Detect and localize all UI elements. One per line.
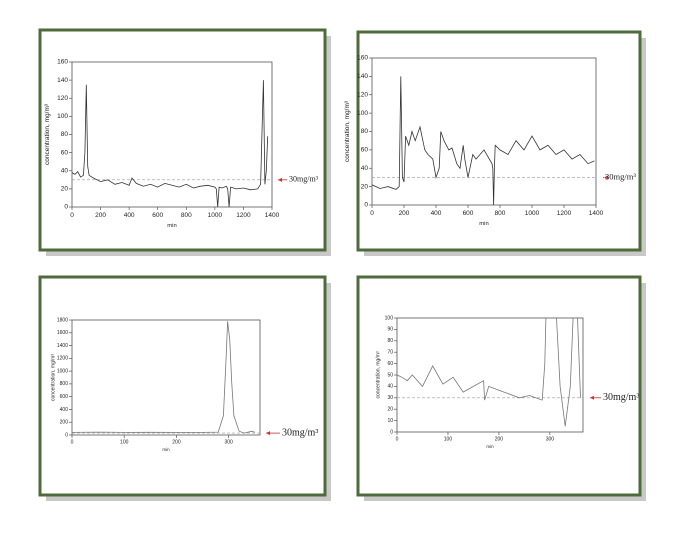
x-tick-label: 0	[396, 436, 399, 442]
x-tick-label: 200	[95, 212, 106, 219]
x-tick-label: 0	[71, 439, 74, 445]
y-tick-label: 140	[357, 73, 368, 80]
y-axis-label: concentration, mg/m³	[344, 100, 351, 162]
x-tick-label: 1000	[208, 212, 223, 219]
y-tick-label: 40	[61, 167, 69, 174]
x-axis-label: min	[162, 447, 170, 452]
x-tick-label: 100	[444, 436, 453, 442]
y-tick-label: 50	[387, 372, 393, 378]
y-tick-label: 20	[361, 183, 369, 190]
y-tick-label: 100	[57, 113, 68, 120]
y-tick-label: 160	[57, 59, 68, 66]
y-tick-label: 90	[387, 327, 393, 333]
annotation: 30mg/m³	[289, 175, 319, 184]
y-tick-label: 60	[387, 361, 393, 367]
x-axis-label: min	[486, 444, 494, 449]
y-axis-label: concentration, mg/m³	[44, 103, 51, 165]
y-tick-label: 80	[387, 338, 393, 344]
y-tick-label: 140	[57, 77, 68, 84]
y-axis-label: concentration, mg/m³	[375, 351, 381, 398]
y-tick-label: 60	[361, 147, 369, 154]
x-tick-label: 800	[495, 210, 506, 217]
annotation: 30mg/m³	[603, 392, 639, 403]
x-tick-label: 1200	[557, 210, 572, 217]
x-tick-label: 200	[495, 436, 504, 442]
annotation-arrowhead	[278, 177, 282, 182]
x-tick-label: 1000	[525, 210, 540, 217]
y-tick-label: 1400	[57, 343, 68, 349]
x-tick-label: 600	[152, 212, 163, 219]
data-line	[397, 318, 581, 427]
x-tick-label: 600	[463, 210, 474, 217]
x-tick-label: 400	[124, 212, 135, 219]
x-tick-label: 300	[546, 436, 555, 442]
x-tick-label: 0	[370, 210, 374, 217]
panel-frame	[356, 275, 642, 497]
x-tick-label: 1400	[589, 210, 604, 217]
y-tick-label: 1800	[57, 317, 68, 323]
y-tick-label: 160	[357, 55, 368, 62]
x-tick-label: 300	[224, 439, 233, 445]
y-tick-label: 10	[387, 418, 393, 424]
y-tick-label: 20	[61, 186, 69, 193]
x-axis-label: min	[479, 221, 488, 227]
data-line	[72, 80, 269, 207]
y-tick-label: 200	[60, 420, 69, 426]
x-tick-label: 800	[181, 212, 192, 219]
x-tick-label: 200	[172, 439, 181, 445]
x-tick-label: 100	[120, 439, 129, 445]
y-tick-label: 1000	[57, 368, 68, 374]
y-tick-label: 600	[60, 394, 69, 400]
y-tick-label: 80	[61, 131, 69, 138]
y-tick-label: 1600	[57, 330, 68, 336]
y-tick-label: 0	[390, 429, 393, 435]
x-tick-label: 0	[70, 212, 74, 219]
y-tick-label: 40	[387, 384, 393, 390]
annotation-arrowhead	[604, 175, 608, 180]
y-tick-label: 0	[64, 204, 68, 211]
y-tick-label: 100	[357, 110, 368, 117]
panel-frame	[356, 30, 642, 252]
y-tick-label: 0	[65, 432, 68, 438]
y-tick-label: 0	[364, 202, 368, 209]
y-tick-label: 100	[385, 315, 394, 321]
x-tick-label: 1200	[236, 212, 251, 219]
y-tick-label: 60	[61, 149, 69, 156]
annotation-arrowhead	[590, 395, 594, 400]
x-tick-label: 400	[431, 210, 442, 217]
y-tick-label: 1200	[57, 356, 68, 362]
panel-frame	[38, 275, 327, 497]
y-tick-label: 120	[57, 95, 68, 102]
y-tick-label: 40	[361, 165, 369, 172]
x-tick-label: 200	[399, 210, 410, 217]
y-tick-label: 800	[60, 381, 69, 387]
y-tick-label: 30	[387, 395, 393, 401]
annotation: 30mg/m³	[605, 171, 636, 181]
annotation: 30mg/m³	[282, 427, 318, 438]
y-tick-label: 120	[357, 91, 368, 98]
x-axis-label: min	[167, 223, 176, 229]
y-tick-label: 400	[60, 407, 69, 413]
data-line	[72, 321, 255, 434]
plot-area	[71, 319, 261, 436]
y-axis-label: concentration, mg/m³	[50, 354, 56, 401]
x-tick-label: 1400	[265, 212, 280, 219]
data-line	[372, 76, 595, 205]
y-tick-label: 20	[387, 407, 393, 413]
annotation-arrowhead	[266, 431, 270, 436]
y-tick-label: 80	[361, 128, 369, 135]
y-tick-label: 70	[387, 350, 393, 356]
